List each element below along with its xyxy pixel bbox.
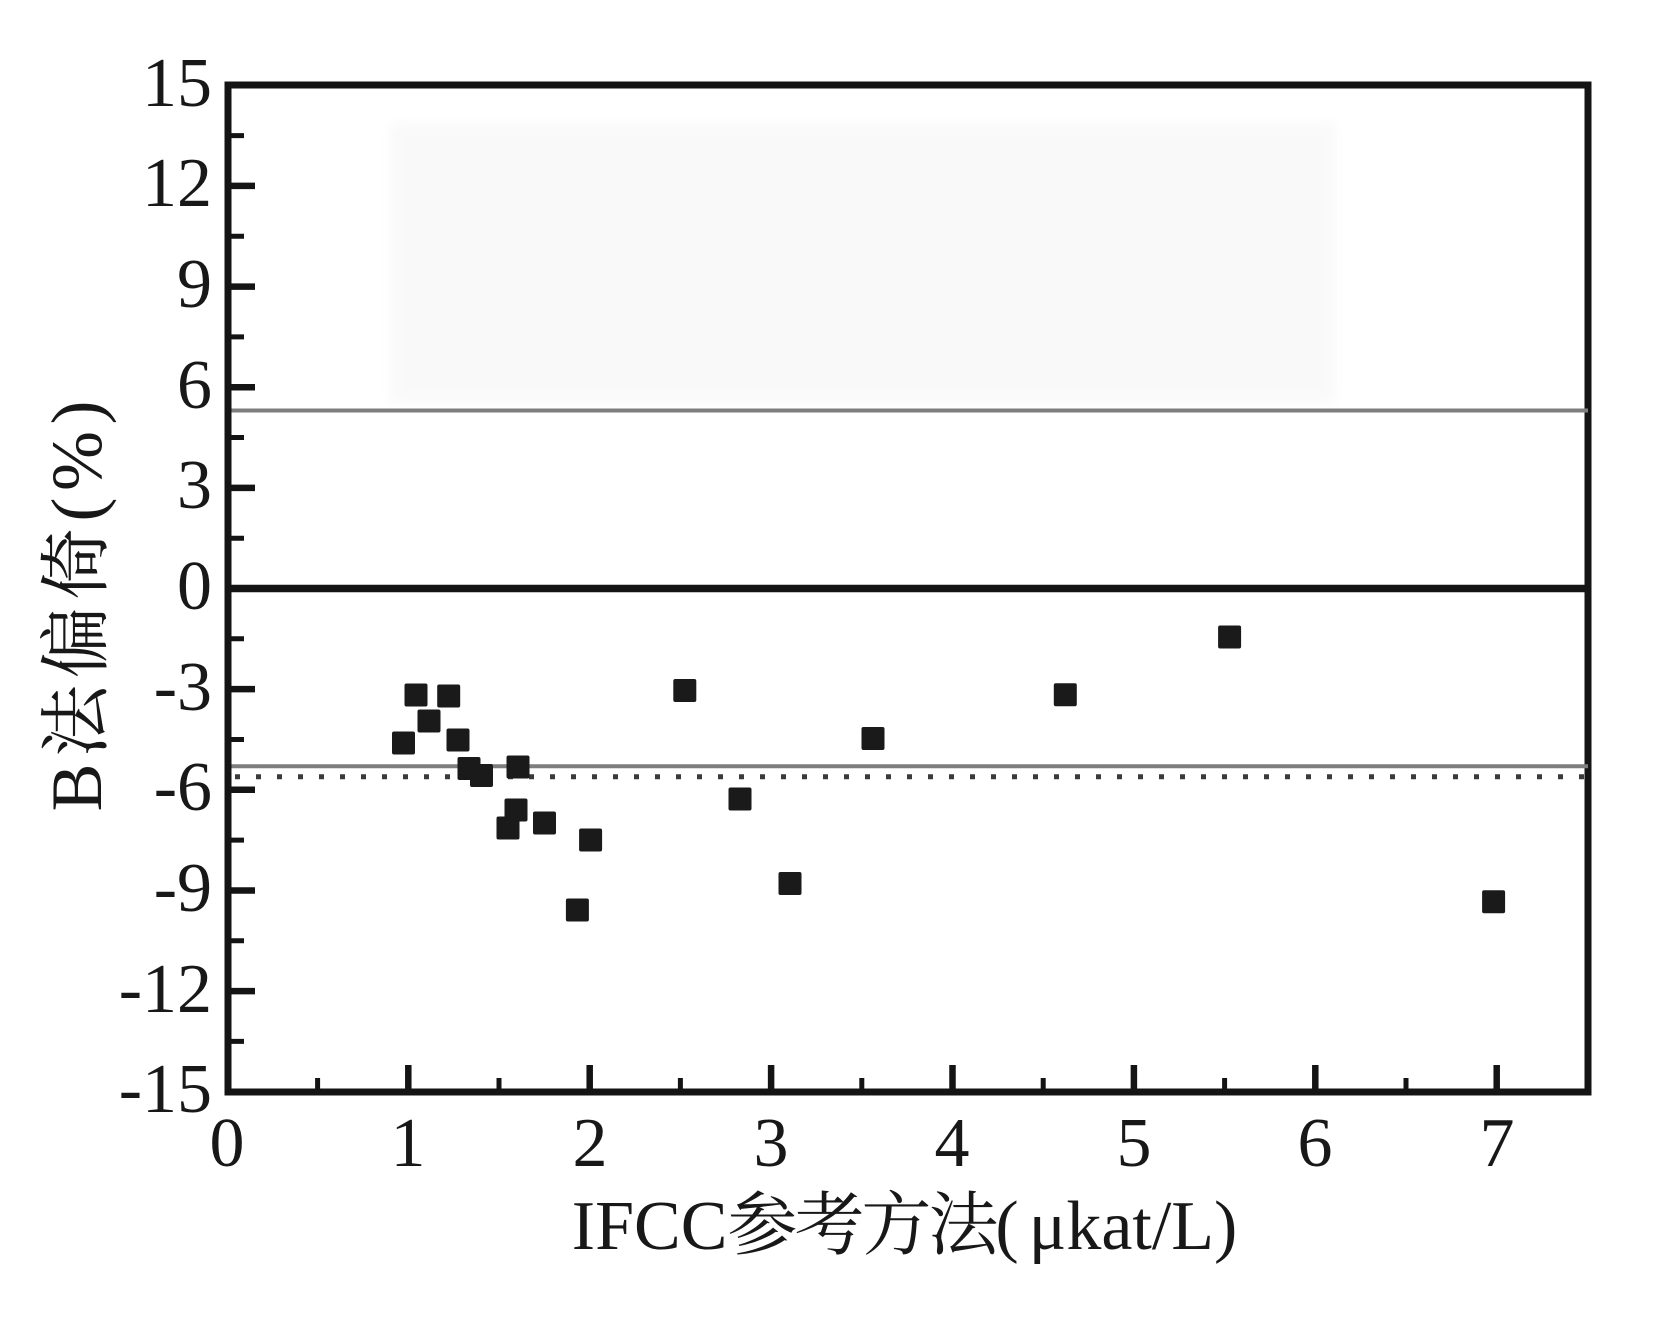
svg-text:): ): [37, 401, 117, 425]
svg-text:-12: -12: [119, 951, 212, 1028]
svg-text:6: 6: [1298, 1105, 1333, 1182]
svg-text:2: 2: [573, 1105, 608, 1182]
svg-text:-15: -15: [119, 1051, 212, 1128]
svg-text:-9: -9: [154, 850, 212, 927]
svg-text:7: 7: [1480, 1105, 1515, 1182]
svg-text:12: 12: [142, 145, 212, 222]
svg-text:B: B: [37, 763, 117, 811]
svg-text:5: 5: [1117, 1105, 1152, 1182]
svg-text:0: 0: [210, 1105, 245, 1182]
svg-text:(: (: [37, 498, 117, 522]
svg-text:-3: -3: [154, 649, 212, 726]
svg-text:3: 3: [754, 1105, 789, 1182]
svg-text:15: 15: [142, 45, 212, 122]
svg-text:1: 1: [391, 1105, 426, 1182]
svg-text:4: 4: [935, 1105, 970, 1182]
svg-text:3: 3: [177, 447, 212, 524]
svg-text:IFCC: IFCC: [572, 1188, 728, 1265]
svg-text:6: 6: [177, 347, 212, 424]
svg-text:%: %: [37, 431, 117, 491]
svg-text:0: 0: [177, 548, 212, 625]
svg-text:(: (: [995, 1188, 1018, 1265]
svg-text:-6: -6: [154, 749, 212, 826]
svg-text:9: 9: [177, 246, 212, 323]
svg-text:μkat/L): μkat/L): [1029, 1188, 1238, 1265]
